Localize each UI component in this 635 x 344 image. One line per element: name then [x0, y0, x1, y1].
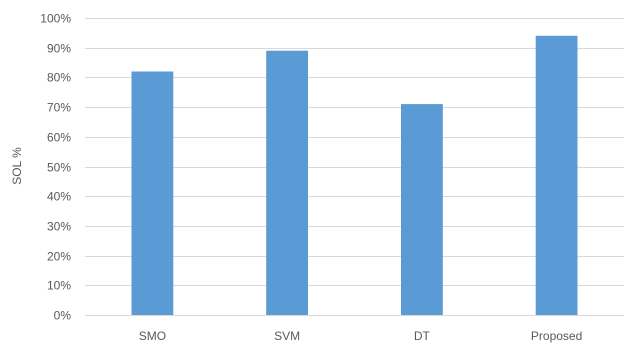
x-tick-label: SMO: [139, 329, 166, 343]
y-tick-label: 60%: [47, 131, 71, 145]
y-axis-title: SOL %: [10, 147, 24, 185]
y-tick-label: 90%: [47, 42, 71, 56]
x-tick-label: Proposed: [531, 329, 582, 343]
y-tick-label: 10%: [47, 279, 71, 293]
y-tick-label: 50%: [47, 161, 71, 175]
bar-svm: [266, 50, 308, 315]
bar-smo: [131, 71, 174, 315]
y-axis-tick-labels: 0% 10% 20% 30% 40% 50% 60% 70% 80% 90% 100%: [40, 12, 71, 323]
x-tick-label: DT: [414, 329, 431, 343]
x-axis-tick-labels: SMO SVM DT Proposed: [139, 329, 583, 343]
y-tick-label: 70%: [47, 101, 71, 115]
bar-dt: [401, 104, 443, 315]
y-tick-label: 80%: [47, 71, 71, 85]
gridlines: [85, 18, 624, 286]
y-tick-label: 0%: [54, 309, 72, 323]
y-tick-label: 100%: [40, 12, 71, 26]
x-tick-label: SVM: [274, 329, 300, 343]
y-tick-label: 40%: [47, 190, 71, 204]
y-tick-label: 30%: [47, 220, 71, 234]
bar-proposed: [535, 35, 578, 316]
y-tick-label: 20%: [47, 250, 71, 264]
bars: [131, 35, 578, 316]
